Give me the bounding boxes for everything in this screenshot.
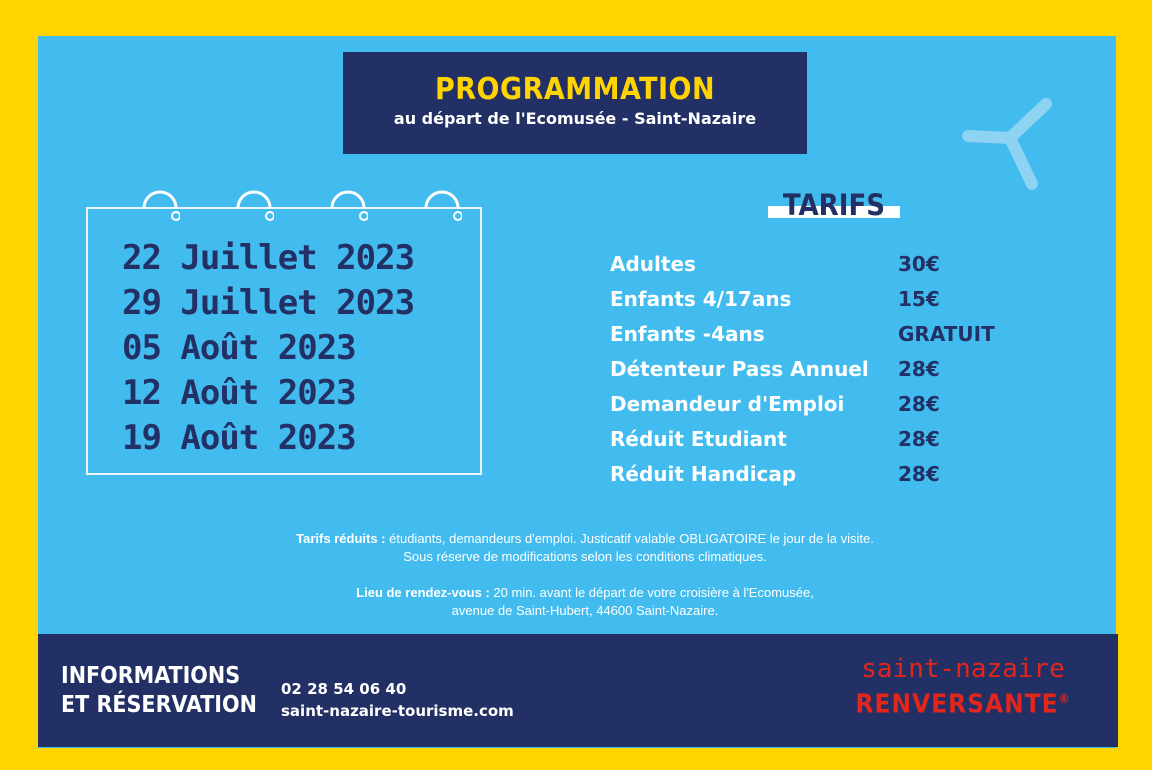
logo-line2: RENVERSANTE® [848,684,1078,720]
price-label: Demandeur d'Emploi [610,392,845,416]
price-row: Enfants -4ans GRATUIT [610,318,1010,353]
price-row: Adultes 30€ [610,248,1010,283]
price-value: 28€ [898,427,940,451]
title-box: PROGRAMMATION au départ de l'Ecomusée - … [343,52,807,154]
reduced-note-label: Tarifs réduits : [296,531,386,546]
price-value: 28€ [898,392,940,416]
reduced-note: Tarifs réduits : étudiants, demandeurs d… [150,530,1020,548]
price-label: Enfants 4/17ans [610,287,792,311]
logo-line2-text: RENVERSANTE [855,689,1059,720]
price-label: Réduit Handicap [610,462,797,486]
price-value: 28€ [898,357,940,381]
meeting-note-text: 20 min. avant le départ de votre croisiè… [489,585,814,600]
price-value: 30€ [898,252,940,276]
phone-number[interactable]: 02 28 54 06 40 [281,680,407,698]
tarifs-heading-text: TARIFS [782,188,886,222]
date-item: 22 Juillet 2023 [122,238,415,278]
tarifs-underline [768,206,900,218]
price-label: Réduit Etudiant [610,427,787,451]
price-label: Enfants -4ans [610,322,765,346]
info-title-line1: INFORMATIONS [61,663,241,689]
main-panel [38,36,1116,748]
calendar-ring-icon [236,190,274,221]
calendar-ring-icon [330,190,368,221]
price-label: Adultes [610,252,696,276]
contact-block: 02 28 54 06 40 saint-nazaire-tourisme.co… [281,678,514,722]
price-row: Détenteur Pass Annuel 28€ [610,353,1010,388]
price-value: GRATUIT [898,322,995,346]
calendar-ring-icon [424,190,462,221]
logo-registered-mark: ® [1058,692,1071,706]
date-list: 22 Juillet 2023 29 Juillet 2023 05 Août … [122,236,415,461]
page-title: PROGRAMMATION [434,72,716,107]
meeting-note-label: Lieu de rendez-vous : [356,585,490,600]
website-link[interactable]: saint-nazaire-tourisme.com [281,702,514,720]
price-label: Détenteur Pass Annuel [610,357,869,381]
meeting-address: avenue de Saint-Hubert, 44600 Saint-Naza… [451,603,719,618]
footer-bar [38,634,1118,747]
price-row: Réduit Etudiant 28€ [610,423,1010,458]
weather-note: Sous réserve de modifications selon les … [403,549,767,564]
airplane-icon [962,98,1052,190]
price-row: Réduit Handicap 28€ [610,458,1010,493]
tarifs-heading: TARIFS [768,188,900,222]
logo-line1: saint-nazaire [861,654,1065,684]
price-table: Adultes 30€ Enfants 4/17ans 15€ Enfants … [610,248,1010,493]
notes: Tarifs réduits : étudiants, demandeurs d… [150,530,1020,620]
price-value: 28€ [898,462,940,486]
info-title: INFORMATIONS ET RÉSERVATION [61,662,257,720]
date-item: 12 Août 2023 [122,373,357,413]
price-value: 15€ [898,287,940,311]
info-title-line2: ET RÉSERVATION [61,692,257,718]
calendar-frame [86,207,482,475]
date-item: 05 Août 2023 [122,328,357,368]
reduced-note-text: étudiants, demandeurs d'emploi. Justicat… [385,531,874,546]
price-row: Enfants 4/17ans 15€ [610,283,1010,318]
page-subtitle: au départ de l'Ecomusée - Saint-Nazaire [393,109,757,128]
calendar-ring-icon [142,190,180,221]
meeting-note: Lieu de rendez-vous : 20 min. avant le d… [150,584,1020,602]
brand-logo: saint-nazaire RENVERSANTE® [848,654,1078,720]
date-item: 29 Juillet 2023 [122,283,415,323]
date-item: 19 Août 2023 [122,418,357,458]
price-row: Demandeur d'Emploi 28€ [610,388,1010,423]
